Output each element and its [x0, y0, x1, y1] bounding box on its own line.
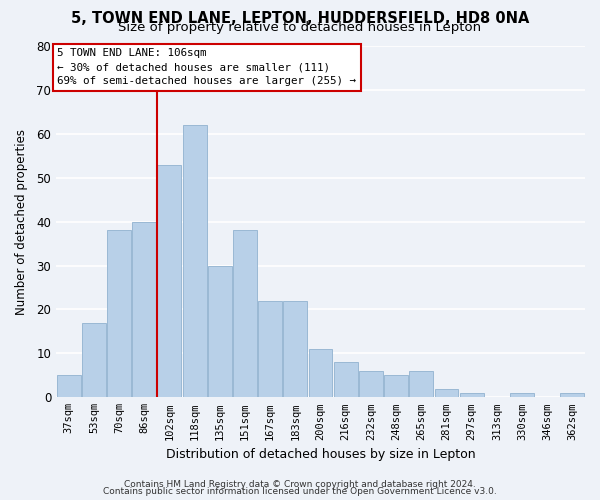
X-axis label: Distribution of detached houses by size in Lepton: Distribution of detached houses by size …: [166, 448, 475, 461]
Bar: [308, 349, 332, 398]
Text: 5 TOWN END LANE: 106sqm
← 30% of detached houses are smaller (111)
69% of semi-d: 5 TOWN END LANE: 106sqm ← 30% of detache…: [58, 48, 356, 86]
Bar: [182, 125, 206, 398]
Bar: [82, 322, 106, 398]
Text: Contains public sector information licensed under the Open Government Licence v3: Contains public sector information licen…: [103, 487, 497, 496]
Bar: [157, 164, 181, 398]
Bar: [56, 376, 80, 398]
Y-axis label: Number of detached properties: Number of detached properties: [15, 128, 28, 314]
Bar: [510, 393, 534, 398]
Bar: [560, 393, 584, 398]
Bar: [409, 371, 433, 398]
Bar: [434, 388, 458, 398]
Text: Contains HM Land Registry data © Crown copyright and database right 2024.: Contains HM Land Registry data © Crown c…: [124, 480, 476, 489]
Bar: [334, 362, 358, 398]
Bar: [283, 300, 307, 398]
Text: 5, TOWN END LANE, LEPTON, HUDDERSFIELD, HD8 0NA: 5, TOWN END LANE, LEPTON, HUDDERSFIELD, …: [71, 11, 529, 26]
Bar: [208, 266, 232, 398]
Text: Size of property relative to detached houses in Lepton: Size of property relative to detached ho…: [118, 21, 482, 34]
Bar: [258, 300, 282, 398]
Bar: [132, 222, 156, 398]
Bar: [107, 230, 131, 398]
Bar: [460, 393, 484, 398]
Bar: [233, 230, 257, 398]
Bar: [384, 376, 408, 398]
Bar: [359, 371, 383, 398]
